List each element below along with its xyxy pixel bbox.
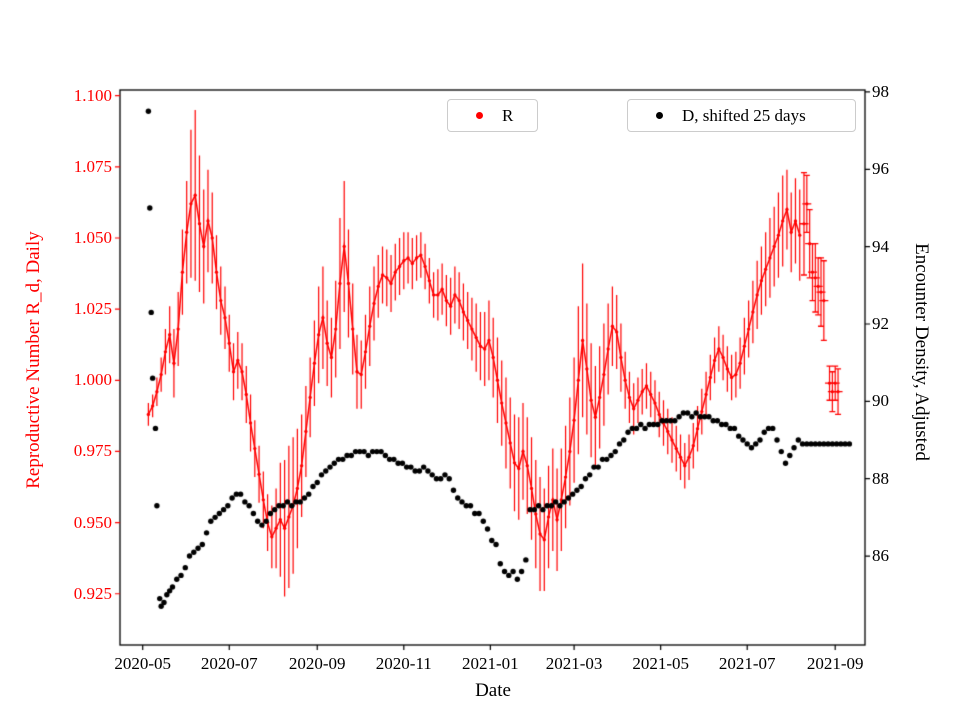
y-left-tick-label: 1.075: [73, 156, 112, 176]
x-tick-label: 2021-09: [806, 654, 864, 673]
d-series-dot-icon: [655, 112, 663, 119]
x-tick-label: 2020-11: [375, 654, 432, 673]
x-tick-label: 2020-07: [200, 654, 258, 673]
x-axis-label: Date: [475, 680, 511, 701]
x-tick-label: 2021-05: [632, 654, 689, 673]
y-right-tick-label: 98: [872, 81, 889, 101]
x-tick-label: 2020-09: [288, 654, 346, 673]
d-series-marker-handle: [646, 112, 672, 119]
legend-d: D, shifted 25 days: [627, 99, 856, 132]
y-right-tick-label: 90: [872, 391, 889, 411]
y-right-tick-label: 96: [872, 159, 889, 179]
x-tick-label: 2021-01: [462, 654, 519, 673]
y-left-tick-label: 1.000: [73, 370, 112, 390]
y-right-tick-label: 92: [872, 313, 889, 333]
y-left-tick-label: 1.050: [73, 228, 112, 247]
legend-d-label: D, shifted 25 days: [682, 105, 806, 125]
x-tick-label: 2021-03: [545, 654, 603, 673]
y-left-tick-label: 0.975: [73, 441, 112, 461]
legend-r-label: R: [502, 105, 514, 125]
y-right-tick-label: 86: [872, 546, 889, 566]
y-left-tick-label: 1.100: [73, 85, 112, 105]
y-left-tick-label: 0.925: [73, 583, 112, 603]
y-right-tick-label: 94: [872, 236, 889, 256]
y-axis-label-right: Encounter Density, Adjusted: [911, 243, 932, 461]
y-left-tick-label: 0.950: [73, 512, 112, 532]
r-series-dot-icon: [475, 112, 483, 119]
y-left-tick-label: 1.025: [73, 299, 112, 319]
r-series-marker-handle: [466, 112, 492, 119]
y-right-tick-label: 88: [872, 468, 889, 488]
x-tick-label: 2020-05: [114, 654, 172, 673]
legend-r: R: [447, 99, 538, 132]
x-tick-label: 2021-07: [718, 654, 776, 673]
